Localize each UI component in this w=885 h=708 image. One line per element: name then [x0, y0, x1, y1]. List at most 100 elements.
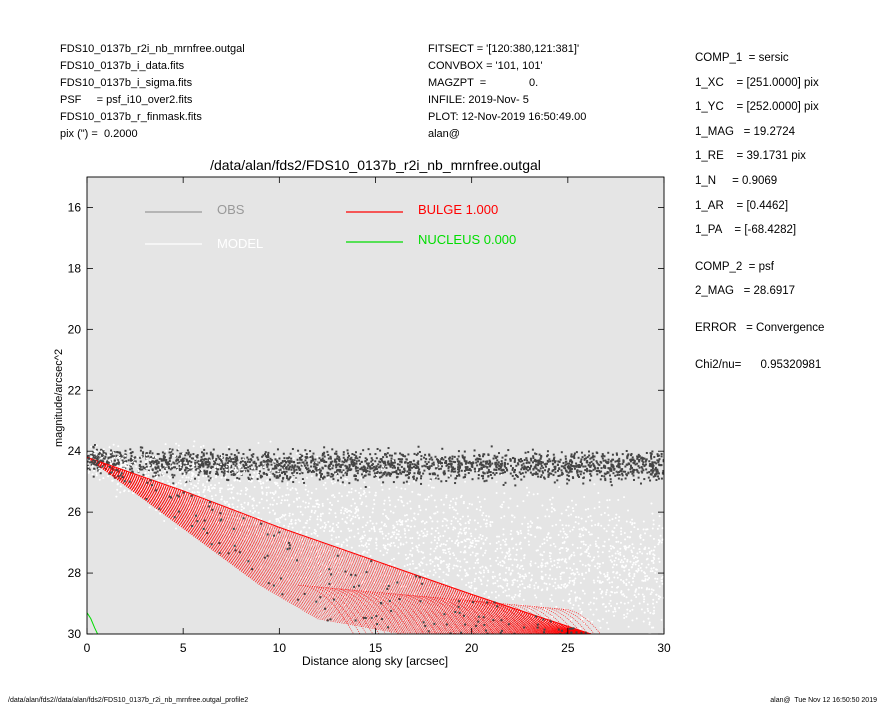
obs-point: [189, 464, 192, 467]
model-point: [240, 473, 243, 476]
obs-point: [158, 457, 161, 460]
obs-point: [191, 468, 194, 471]
model-point: [642, 600, 645, 603]
obs-point: [566, 462, 569, 465]
model-point: [286, 484, 289, 487]
obs-point: [513, 457, 516, 460]
model-point: [383, 523, 386, 526]
obs-point: [450, 460, 453, 463]
model-point: [537, 565, 540, 568]
model-point: [475, 587, 478, 590]
obs-point: [149, 465, 152, 468]
header_right-line: 1_PA = [-68.4282]: [695, 224, 797, 237]
model-point: [641, 579, 644, 582]
obs-point: [567, 464, 570, 467]
obs-point: [172, 482, 175, 485]
obs-point: [347, 467, 350, 470]
obs-point: [311, 458, 314, 461]
obs-point: [428, 465, 431, 468]
model-point: [364, 543, 367, 546]
model-point: [452, 516, 455, 519]
model-point: [540, 570, 543, 573]
model-point: [647, 547, 650, 550]
model-point: [564, 558, 567, 561]
obs-point: [387, 460, 390, 463]
obs-point: [338, 470, 341, 473]
obs-point: [629, 468, 632, 471]
obs-point: [313, 465, 316, 468]
obs-point: [497, 452, 500, 455]
obs-point: [327, 474, 330, 477]
obs-point: [444, 472, 447, 475]
obs-point: [626, 457, 629, 460]
obs-point: [463, 475, 466, 478]
obs-point: [638, 466, 641, 469]
model-point: [202, 484, 205, 487]
model-point: [307, 454, 310, 457]
model-point: [507, 506, 510, 509]
model-point: [386, 543, 389, 546]
model-point: [404, 536, 407, 539]
model-point: [585, 520, 588, 523]
obs-point: [484, 629, 487, 632]
model-point: [603, 573, 606, 576]
obs-point: [402, 455, 405, 458]
obs-point: [645, 468, 648, 471]
model-point: [471, 551, 474, 554]
model-point: [247, 538, 250, 541]
obs-point: [655, 472, 658, 475]
obs-point: [551, 462, 554, 465]
obs-point: [511, 467, 514, 470]
model-point: [622, 561, 625, 564]
model-point: [397, 546, 400, 549]
obs-point: [620, 469, 623, 472]
obs-point: [306, 464, 309, 467]
obs-point: [409, 464, 412, 467]
obs-point: [548, 458, 551, 461]
obs-point: [170, 463, 173, 466]
obs-point: [636, 470, 639, 473]
obs-point: [438, 468, 441, 471]
obs-point: [580, 462, 583, 465]
model-point: [165, 449, 168, 452]
obs-point: [360, 466, 363, 469]
obs-point: [514, 484, 517, 487]
model-point: [145, 467, 148, 470]
obs-point: [618, 460, 621, 463]
obs-point: [606, 462, 609, 465]
obs-point: [227, 478, 230, 481]
model-point: [468, 527, 471, 530]
model-point: [452, 526, 455, 529]
obs-point: [509, 464, 512, 467]
model-point: [230, 468, 233, 471]
obs-point: [357, 469, 360, 472]
model-point: [544, 515, 547, 518]
model-point: [239, 466, 242, 469]
obs-point: [494, 456, 497, 459]
obs-point: [395, 471, 398, 474]
obs-point: [571, 465, 574, 468]
model-point: [572, 562, 575, 565]
model-point: [646, 557, 649, 560]
obs-point: [573, 467, 576, 470]
model-point: [648, 577, 651, 580]
obs-point: [450, 464, 453, 467]
model-point: [146, 459, 149, 462]
model-point: [476, 469, 479, 472]
obs-point: [306, 468, 309, 471]
model-point: [505, 543, 508, 546]
model-point: [479, 566, 482, 569]
model-point: [642, 528, 645, 531]
obs-point: [292, 460, 295, 463]
model-point: [343, 595, 346, 598]
model-point: [659, 596, 662, 599]
model-point: [444, 543, 447, 546]
model-point: [459, 518, 462, 521]
model-point: [438, 463, 441, 466]
obs-point: [265, 472, 268, 475]
model-point: [359, 487, 362, 490]
obs-point: [283, 460, 286, 463]
obs-point: [166, 461, 169, 464]
model-point: [562, 585, 565, 588]
obs-point: [458, 600, 461, 603]
